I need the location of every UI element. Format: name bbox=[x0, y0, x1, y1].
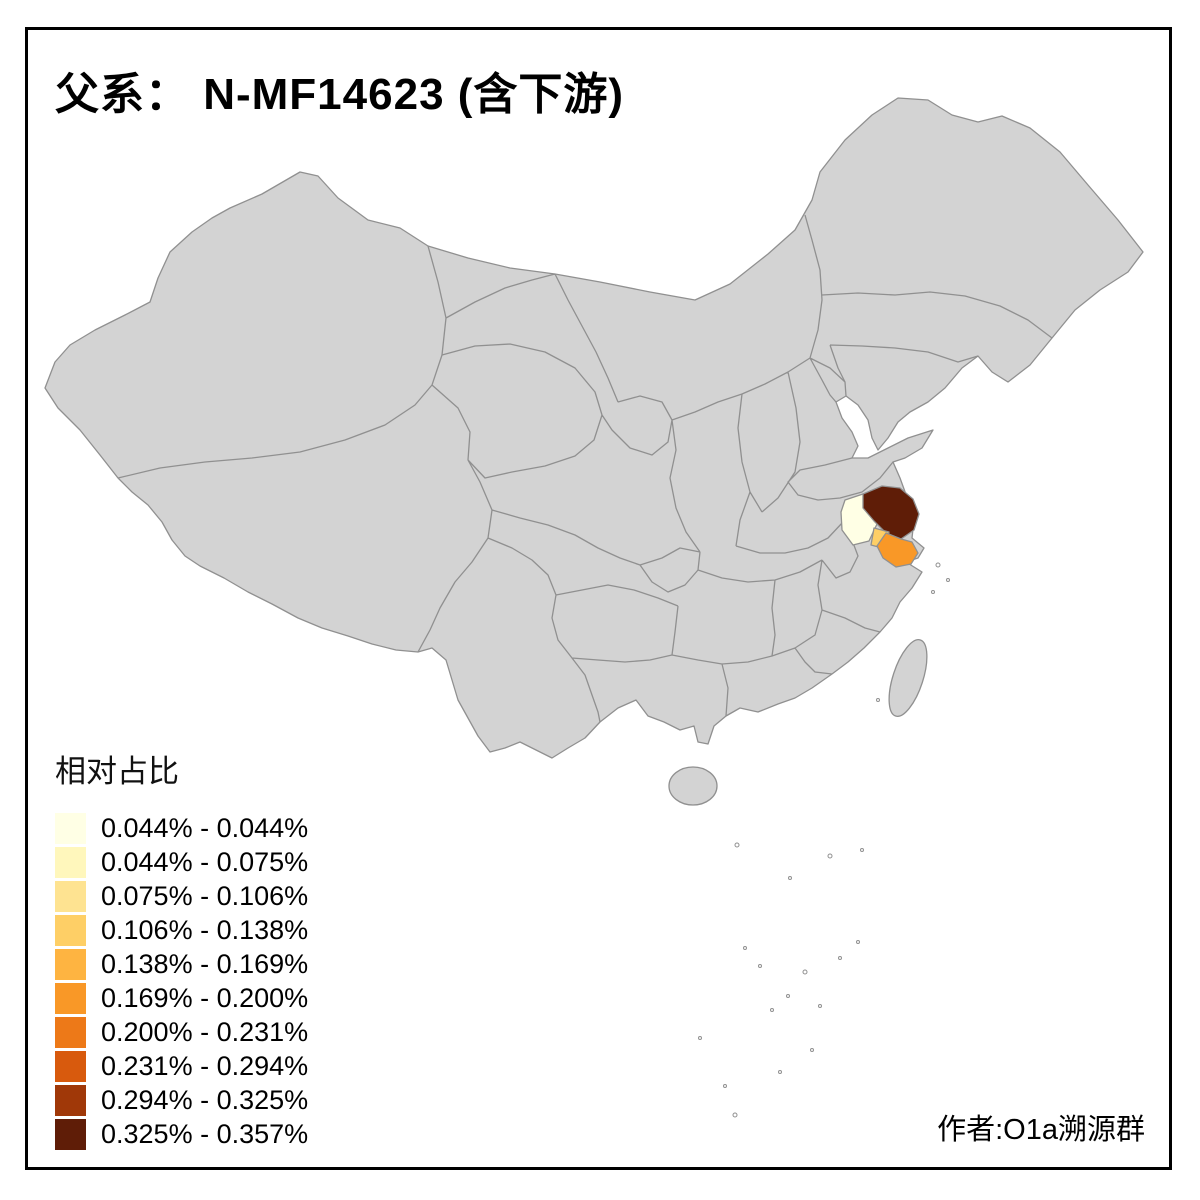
region-highlight-dark-brown bbox=[862, 485, 920, 540]
islet bbox=[827, 853, 833, 859]
legend: 相对占比 0.044% - 0.044% 0.044% - 0.075% 0.0… bbox=[55, 746, 375, 1151]
legend-swatch bbox=[55, 1050, 86, 1082]
attribution-text: 作者:O1a溯源群 bbox=[937, 1114, 1145, 1146]
islet bbox=[758, 964, 762, 968]
legend-item: 0.200% - 0.231% bbox=[55, 1015, 375, 1049]
islet bbox=[876, 698, 880, 702]
islet bbox=[935, 562, 941, 568]
islet bbox=[732, 1112, 738, 1118]
province-boundaries bbox=[117, 214, 1053, 723]
legend-item: 0.044% - 0.044% bbox=[55, 811, 375, 845]
legend-item: 0.169% - 0.200% bbox=[55, 981, 375, 1015]
highlighted-provinces bbox=[840, 485, 920, 568]
taiwan-island bbox=[888, 639, 928, 717]
legend-item: 0.138% - 0.169% bbox=[55, 947, 375, 981]
islet bbox=[788, 876, 792, 880]
mainland-china-shape bbox=[44, 97, 1144, 759]
islet bbox=[802, 969, 808, 975]
legend-label: 0.200% - 0.231% bbox=[101, 1016, 309, 1047]
legend-swatch bbox=[55, 880, 86, 912]
region-highlight-orange bbox=[876, 532, 919, 568]
legend-swatch bbox=[55, 1118, 86, 1150]
legend-label: 0.169% - 0.200% bbox=[101, 982, 309, 1013]
islet bbox=[931, 590, 935, 594]
legend-item: 0.106% - 0.138% bbox=[55, 913, 375, 947]
legend-label: 0.044% - 0.044% bbox=[101, 812, 309, 843]
islet bbox=[778, 1070, 782, 1074]
legend-title: 相对占比 bbox=[55, 754, 179, 789]
islet bbox=[698, 1036, 702, 1040]
islet bbox=[810, 1048, 814, 1052]
islet bbox=[856, 940, 860, 944]
islet bbox=[838, 956, 842, 960]
hainan-island bbox=[668, 766, 718, 806]
legend-label: 0.044% - 0.075% bbox=[101, 846, 309, 877]
legend-label: 0.106% - 0.138% bbox=[101, 914, 309, 945]
islet bbox=[734, 842, 740, 848]
map-title: 父系： N-MF14623 (含下游) bbox=[55, 70, 625, 119]
legend-item: 0.231% - 0.294% bbox=[55, 1049, 375, 1083]
legend-swatch bbox=[55, 812, 86, 844]
legend-label: 0.325% - 0.357% bbox=[101, 1118, 309, 1149]
islet bbox=[743, 946, 747, 950]
islet bbox=[770, 1008, 774, 1012]
islet bbox=[860, 848, 864, 852]
legend-swatch bbox=[55, 914, 86, 946]
legend-item: 0.294% - 0.325% bbox=[55, 1083, 375, 1117]
legend-label: 0.231% - 0.294% bbox=[101, 1050, 309, 1081]
legend-label: 0.075% - 0.106% bbox=[101, 880, 309, 911]
legend-swatch bbox=[55, 982, 86, 1014]
legend-item: 0.044% - 0.075% bbox=[55, 845, 375, 879]
legend-item: 0.325% - 0.357% bbox=[55, 1117, 375, 1151]
legend-item: 0.075% - 0.106% bbox=[55, 879, 375, 913]
small-islets bbox=[698, 562, 950, 1118]
legend-swatch bbox=[55, 846, 86, 878]
islet bbox=[946, 578, 950, 582]
legend-swatch bbox=[55, 948, 86, 980]
map-layers bbox=[44, 97, 1144, 1118]
legend-label: 0.138% - 0.169% bbox=[101, 948, 309, 979]
islet bbox=[786, 994, 790, 998]
legend-label: 0.294% - 0.325% bbox=[101, 1084, 309, 1115]
legend-swatch bbox=[55, 1016, 86, 1048]
islet bbox=[818, 1004, 822, 1008]
islet bbox=[723, 1084, 727, 1088]
legend-swatch bbox=[55, 1084, 86, 1116]
